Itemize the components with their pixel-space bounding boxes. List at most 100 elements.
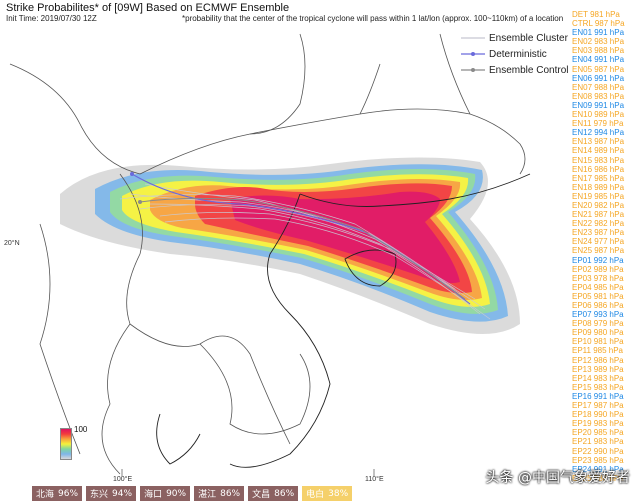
member-entry: EP20 985 hPa: [572, 428, 624, 438]
deterministic-line-icon: [461, 49, 485, 59]
station-probability-bar: 北海 96% 东兴 94% 海口 90% 湛江 86% 文昌 86% 电白 38%: [32, 486, 353, 501]
member-entry: EN18 989 hPa: [572, 182, 625, 192]
member-entry: EN03 988 hPa: [572, 46, 625, 56]
member-entry: EN19 985 hPa: [572, 191, 625, 201]
legend-deterministic-label: Deterministic: [489, 48, 547, 60]
lon-label-110e: 110°E: [365, 476, 384, 483]
member-entry: EN09 991 hPa: [572, 100, 625, 110]
track-line: [164, 217, 491, 320]
member-entry: EP24 991 hPa: [572, 464, 624, 474]
probability-colorbar: [60, 428, 72, 460]
member-entry: EP07 993 hPa: [572, 310, 624, 320]
member-entry: EP14 983 hPa: [572, 373, 624, 383]
legend-cluster-label: Ensemble Cluster: [489, 32, 568, 44]
member-entry: EN23 987 hPa: [572, 228, 625, 238]
station-name: 海口: [144, 490, 163, 500]
coastline: [156, 173, 531, 468]
control-point: [138, 200, 142, 204]
member-entry: EN11 979 hPa: [572, 119, 624, 129]
member-entry: EP25 988 hPa: [572, 473, 624, 483]
boundary-laos: [119, 173, 291, 445]
station-name: 湛江: [198, 490, 217, 500]
init-time: Init Time: 2019/07/30 12Z: [6, 14, 97, 23]
member-entry: EP06 986 hPa: [572, 301, 624, 310]
member-entry: EN20 982 hPa: [572, 200, 625, 210]
member-entry: EN06 991 hPa: [572, 73, 625, 83]
station-name: 电白: [306, 490, 325, 500]
station-probability: 86%: [274, 488, 295, 499]
hainan-island: [344, 249, 397, 287]
member-entry: EP18 990 hPa: [572, 410, 624, 420]
ensemble-member-list: DET 981 hPa CTRL 987 hPa EN01 991 hPa EN02 …: [572, 10, 636, 483]
member-entry: EP01 992 hPa: [572, 255, 624, 265]
boundary-province: [249, 33, 306, 135]
station-chip: 电白 38%: [302, 486, 353, 501]
station-chip: 海口 90%: [140, 486, 191, 501]
legend-deterministic: Deterministic: [461, 46, 579, 62]
probability-footnote: *probability that the center of the trop…: [182, 14, 564, 23]
cluster-line-icon: [461, 33, 485, 43]
member-entry: EP22 990 hPa: [572, 446, 624, 456]
map-legend: Ensemble Cluster Deterministic Ensemble …: [461, 30, 579, 78]
member-entry: EP11 985 hPa: [572, 346, 624, 356]
member-entry: EN22 982 hPa: [572, 219, 625, 229]
member-entry: EN12 994 hPa: [572, 128, 625, 138]
member-entry: CTRL 987 hPa: [572, 19, 625, 29]
member-entry: EP10 981 hPa: [572, 337, 624, 347]
map-title: Strike Probabilites* of [09W] Based on E…: [6, 2, 290, 14]
control-track: [139, 197, 466, 300]
member-entry: EN24 977 hPa: [572, 237, 625, 247]
legend-control-label: Ensemble Control: [489, 64, 569, 76]
member-entry: EN10 989 hPa: [572, 110, 625, 120]
track-line: [149, 203, 481, 315]
coast-vietnam: [229, 193, 331, 468]
member-entry: EP12 986 hPa: [572, 355, 624, 365]
boundary-thailand: [101, 323, 131, 475]
member-entry: EP17 987 hPa: [572, 401, 624, 411]
coast-gulf-thailand: [156, 413, 201, 465]
station-name: 文昌: [252, 490, 271, 500]
track-line: [159, 212, 486, 310]
member-entry: EN05 987 hPa: [572, 64, 625, 74]
boundary-myanmar: [39, 223, 81, 455]
member-entry: EN14 989 hPa: [572, 146, 625, 156]
lat-label-20n: 20°N: [4, 240, 20, 247]
member-entry: EP08 979 hPa: [572, 319, 624, 329]
boundary-cambodia: [199, 343, 311, 435]
member-entry: EN15 983 hPa: [572, 155, 625, 165]
strike-probability-map: [0, 24, 580, 484]
member-entry: EN08 983 hPa: [572, 91, 625, 101]
member-entry: EP04 985 hPa: [572, 282, 624, 292]
member-entry: EN02 983 hPa: [572, 37, 625, 47]
member-entry: EP03 978 hPa: [572, 273, 624, 283]
boundary-province-3: [439, 33, 471, 115]
country-boundaries: [9, 33, 526, 475]
boundary-china-north: [9, 63, 526, 175]
member-entry: DET 981 hPa: [572, 10, 620, 19]
member-entry: EP13 989 hPa: [572, 364, 624, 374]
member-entry: EN07 988 hPa: [572, 82, 625, 92]
track-line: [119, 194, 456, 290]
station-probability: 38%: [328, 488, 349, 499]
station-chip: 文昌 86%: [248, 486, 299, 501]
member-entry: EN25 987 hPa: [572, 246, 625, 256]
station-probability: 90%: [166, 488, 187, 499]
member-entry: EP05 981 hPa: [572, 291, 624, 301]
coast-south-china: [299, 173, 531, 207]
lon-label-100e: 100°E: [113, 476, 133, 483]
member-entry: EP15 983 hPa: [572, 382, 624, 392]
station-probability: 86%: [220, 488, 241, 499]
legend-cluster: Ensemble Cluster: [461, 30, 579, 46]
member-entry: EN21 987 hPa: [572, 210, 625, 220]
member-entry: EP21 983 hPa: [572, 437, 624, 447]
station-chip: 湛江 86%: [194, 486, 245, 501]
member-entry: EP23 985 hPa: [572, 455, 624, 465]
member-entry: EN01 991 hPa: [572, 28, 625, 38]
station-chip: 东兴 94%: [86, 486, 137, 501]
deterministic-point: [130, 172, 134, 176]
member-entry: EP02 989 hPa: [572, 264, 624, 274]
watermark: 头条 @中国气象爱好者: [485, 470, 630, 486]
member-entry: EN04 991 hPa: [572, 55, 625, 65]
station-name: 北海: [36, 490, 55, 500]
member-entry: EP16 991 hPa: [572, 391, 624, 401]
